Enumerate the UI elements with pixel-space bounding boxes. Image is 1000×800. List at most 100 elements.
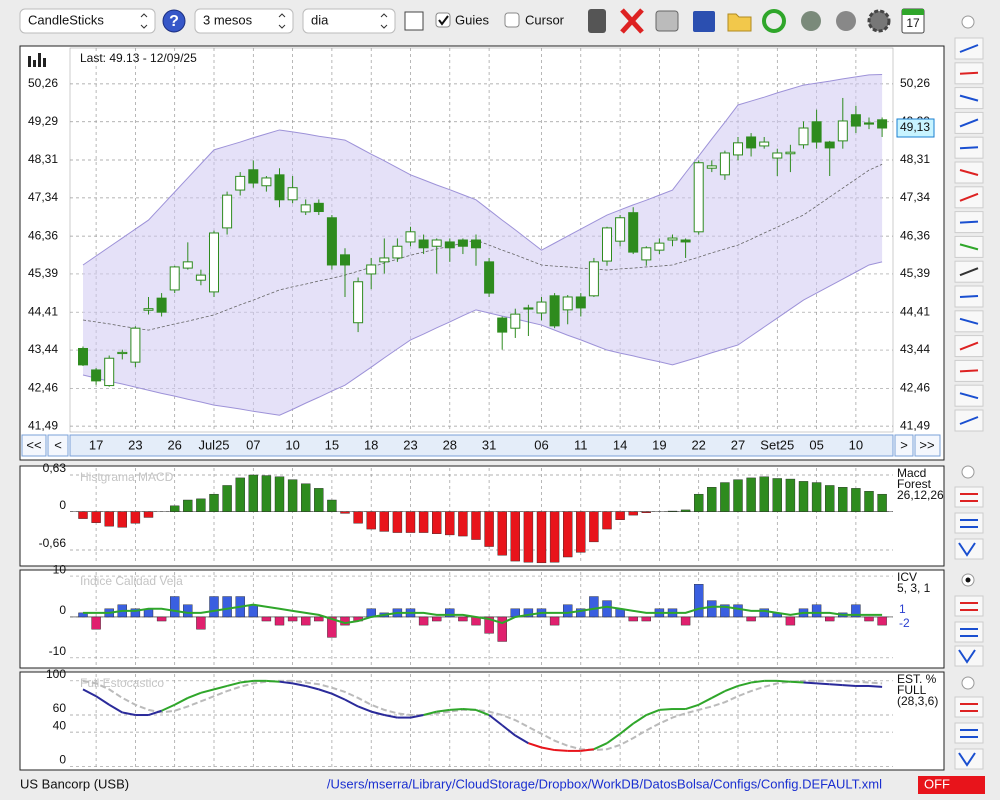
y-tick-label: 42,46 bbox=[28, 380, 58, 394]
indicator-glyph bbox=[958, 752, 976, 767]
date-bar[interactable] bbox=[69, 434, 894, 457]
indicator-button[interactable] bbox=[954, 621, 984, 643]
stochastic-k-segment bbox=[528, 742, 542, 749]
stochastic-k-segment bbox=[501, 724, 516, 737]
histogram-bar bbox=[864, 491, 874, 512]
x-tick-label: 19 bbox=[652, 437, 666, 452]
refresh-icon[interactable] bbox=[762, 9, 786, 33]
help-button[interactable] bbox=[162, 9, 186, 33]
indicator-glyph bbox=[960, 729, 978, 738]
open-icon[interactable] bbox=[727, 13, 752, 32]
panel-legend: Macd bbox=[897, 466, 926, 480]
panel-legend: FULL bbox=[897, 683, 927, 697]
histogram-bar bbox=[785, 478, 796, 512]
help-glyph: ? bbox=[169, 13, 179, 30]
calendar-day: 17 bbox=[906, 16, 920, 30]
stochastic-d bbox=[82, 679, 883, 752]
stochastic-k-segment bbox=[449, 708, 463, 711]
histogram-bar bbox=[314, 616, 324, 622]
y-tick-label-right: 48,31 bbox=[900, 152, 930, 166]
histogram-bar bbox=[680, 616, 691, 626]
stochastic-k-segment bbox=[685, 703, 700, 710]
tool-glyph bbox=[959, 192, 979, 202]
radio[interactable] bbox=[961, 676, 975, 690]
y-tick-label: 0,63 bbox=[43, 461, 67, 475]
trash-icon[interactable] bbox=[588, 9, 606, 33]
indicator-button[interactable] bbox=[954, 512, 984, 534]
radio[interactable] bbox=[961, 465, 975, 479]
histogram-bar bbox=[287, 479, 298, 512]
select-arrows bbox=[278, 13, 286, 29]
gear-icon[interactable] bbox=[867, 9, 891, 33]
tool-glyph bbox=[959, 94, 979, 102]
print-icon[interactable] bbox=[655, 10, 679, 32]
nav-prev[interactable] bbox=[47, 434, 69, 457]
candle-body bbox=[864, 122, 874, 125]
nav-next[interactable] bbox=[894, 434, 914, 457]
config-path[interactable]: /Users/mserra/Library/CloudStorage/Dropb… bbox=[327, 776, 882, 791]
indicator-button[interactable] bbox=[954, 722, 984, 744]
indicator-glyph bbox=[958, 542, 976, 557]
candle-body bbox=[497, 317, 508, 333]
histogram-bar bbox=[746, 616, 756, 622]
y-tick-label-right: 46,36 bbox=[900, 228, 930, 242]
nav-prev-text: < bbox=[54, 437, 62, 452]
nav-first[interactable] bbox=[21, 434, 47, 457]
y-tick-label: 43,44 bbox=[28, 342, 58, 356]
delete-icon[interactable] bbox=[620, 8, 644, 34]
candle-body bbox=[549, 295, 560, 327]
indicator-button[interactable] bbox=[954, 645, 984, 667]
x-tick-label: 23 bbox=[403, 437, 417, 452]
histogram-bar bbox=[694, 584, 704, 618]
indicator-button[interactable] bbox=[954, 595, 984, 617]
histogram-bar bbox=[261, 475, 272, 512]
histogram-bar bbox=[497, 511, 507, 556]
indicator-button[interactable] bbox=[954, 486, 984, 508]
cursor-checkbox[interactable] bbox=[504, 12, 520, 28]
stochastic-k-segment bbox=[659, 708, 673, 711]
tool-glyph bbox=[959, 341, 979, 351]
indicator-button[interactable] bbox=[954, 538, 984, 560]
chart-settings-icon[interactable] bbox=[404, 11, 424, 31]
histogram-bar bbox=[418, 616, 429, 626]
stochastic-k-segment bbox=[632, 714, 647, 725]
y-tick-label: 0 bbox=[59, 603, 66, 617]
candle-body bbox=[562, 296, 573, 311]
nav-last[interactable] bbox=[914, 434, 941, 457]
radio[interactable] bbox=[961, 15, 975, 29]
tool-glyph bbox=[959, 146, 979, 150]
histogram-bar bbox=[733, 604, 743, 618]
lower-band bbox=[82, 261, 883, 416]
sync-icon[interactable] bbox=[801, 11, 821, 31]
band-fill bbox=[83, 74, 883, 416]
state-text: OFF bbox=[924, 776, 950, 791]
candle-body bbox=[143, 308, 154, 311]
histogram-bar bbox=[707, 600, 717, 618]
stochastic-k-segment bbox=[148, 709, 162, 716]
chart-type-select[interactable] bbox=[19, 8, 156, 34]
guides-checkbox[interactable] bbox=[435, 12, 451, 28]
stochastic-k-segment bbox=[226, 681, 241, 687]
histogram-bar bbox=[576, 511, 586, 553]
euro-icon[interactable] bbox=[836, 11, 856, 31]
panel-legend: ICV bbox=[897, 570, 917, 584]
interval-select[interactable] bbox=[302, 8, 396, 34]
histogram-bar bbox=[143, 511, 154, 518]
y-tick-label: 0 bbox=[59, 752, 66, 766]
candle-body bbox=[575, 296, 586, 309]
histogram-bar bbox=[694, 493, 704, 512]
histogram-bar bbox=[667, 510, 678, 512]
histogram-bar bbox=[798, 481, 809, 512]
histogram-bar bbox=[209, 596, 219, 618]
indicator-button[interactable] bbox=[954, 696, 984, 718]
panel-legend: EST. % bbox=[897, 672, 937, 686]
indicator-button[interactable] bbox=[954, 748, 984, 770]
nav-next-text: > bbox=[900, 437, 908, 452]
candle-body bbox=[405, 231, 416, 243]
histogram-bar bbox=[563, 511, 573, 558]
save-icon[interactable] bbox=[693, 11, 715, 32]
candle-body bbox=[182, 261, 193, 269]
state-badge[interactable] bbox=[918, 776, 985, 794]
period-select[interactable] bbox=[194, 8, 294, 34]
stochastic-k-segment bbox=[344, 698, 359, 708]
